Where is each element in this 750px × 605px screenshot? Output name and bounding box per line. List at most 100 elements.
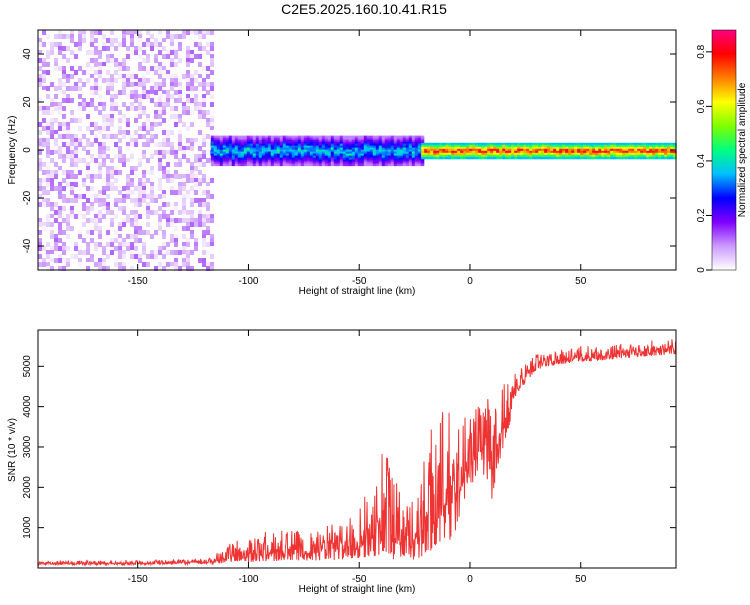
heatmap-cell-signal (387, 141, 392, 145)
heatmap-cell-signal (282, 139, 287, 143)
heatmap-cell-noise (158, 218, 162, 223)
heatmap-cell-signal (655, 154, 659, 158)
heatmap-cell-noise (166, 242, 170, 247)
heatmap-cell-noise (146, 42, 150, 47)
heatmap-cell-signal (390, 141, 395, 145)
heatmap-cell-signal (399, 139, 404, 143)
heatmap-cell-signal (640, 142, 644, 146)
heatmap-cell-signal (637, 154, 641, 158)
heatmap-cell-signal (357, 159, 362, 163)
heatmap-cell-noise (126, 178, 130, 183)
heatmap-cell-noise (38, 54, 42, 59)
heatmap-cell-noise (170, 142, 174, 147)
heatmap-x-axis-label: Height of straight line (km) (299, 286, 416, 297)
heatmap-cell-noise (38, 246, 42, 251)
heatmap-cell-signal (670, 156, 674, 160)
heatmap-cell-noise (150, 78, 154, 83)
heatmap-cell-signal (541, 144, 545, 148)
heatmap-cell-signal (273, 141, 278, 145)
heatmap-cell-signal (487, 152, 491, 156)
heatmap-cell-noise (102, 134, 106, 139)
heatmap-cell-noise (86, 110, 90, 115)
heatmap-cell-signal (405, 157, 410, 161)
heatmap-cell-noise (198, 78, 202, 83)
heatmap-cell-signal (442, 150, 446, 154)
heatmap-cell-noise (190, 54, 194, 59)
heatmap-cell-signal (417, 149, 422, 153)
heatmap-cell-noise (98, 234, 102, 239)
heatmap-cell-noise (106, 186, 110, 191)
heatmap-cell-signal (327, 149, 332, 153)
heatmap-cell-noise (186, 86, 190, 91)
heatmap-cell-signal (282, 153, 287, 157)
heatmap-cell-signal (246, 153, 251, 157)
heatmap-cell-noise (54, 234, 58, 239)
heatmap-cell-signal (297, 159, 302, 163)
heatmap-cell-noise (142, 154, 146, 159)
heatmap-cell-noise (98, 218, 102, 223)
heatmap-cell-noise (54, 118, 58, 123)
heatmap-cell-noise (166, 70, 170, 75)
heatmap-cell-noise (118, 250, 122, 255)
heatmap-cell-noise (146, 222, 150, 227)
heatmap-cell-signal (303, 157, 308, 161)
heatmap-cell-signal (399, 137, 404, 141)
heatmap-cell-noise (126, 186, 130, 191)
heatmap-cell-noise (50, 222, 54, 227)
heatmap-cell-noise (130, 190, 134, 195)
heatmap-cell-noise (122, 194, 126, 199)
heatmap-cell-signal (354, 139, 359, 143)
heatmap-cell-noise (150, 126, 154, 131)
heatmap-cell-noise (146, 86, 150, 91)
heatmap-cell-noise (154, 210, 158, 215)
heatmap-cell-noise (54, 142, 58, 147)
heatmap-cell-signal (324, 153, 329, 157)
heatmap-cell-signal (411, 153, 416, 157)
heatmap-cell-noise (142, 178, 146, 183)
heatmap-cell-signal (532, 144, 536, 148)
heatmap-cell-signal (514, 148, 518, 152)
heatmap-cell-signal (228, 147, 233, 151)
heatmap-cell-noise (138, 190, 142, 195)
heatmap-cell-signal (276, 135, 281, 139)
heatmap-cell-signal (460, 156, 464, 160)
heatmap-cell-noise (178, 138, 182, 143)
heatmap-cell-signal (622, 156, 626, 160)
heatmap-cell-noise (82, 38, 86, 43)
heatmap-cell-signal (508, 148, 512, 152)
heatmap-cell-signal (288, 155, 293, 159)
heatmap-cell-signal (502, 148, 506, 152)
heatmap-cell-noise (90, 74, 94, 79)
heatmap-cell-signal (414, 141, 419, 145)
heatmap-cell-noise (206, 66, 210, 71)
heatmap-cell-signal (544, 152, 548, 156)
heatmap-cell-signal (306, 135, 311, 139)
heatmap-cell-signal (339, 153, 344, 157)
heatmap-cell-signal (375, 161, 380, 165)
heatmap-cell-signal (574, 154, 578, 158)
heatmap-cell-noise (106, 46, 110, 51)
heatmap-cell-signal (237, 139, 242, 143)
heatmap-cell-signal (240, 157, 245, 161)
heatmap-cell-signal (439, 148, 443, 152)
heatmap-cell-signal (658, 154, 662, 158)
heatmap-cell-noise (158, 114, 162, 119)
heatmap-cell-noise (170, 58, 174, 63)
heatmap-cell-signal (267, 155, 272, 159)
heatmap-cell-signal (246, 151, 251, 155)
heatmap-cell-signal (363, 153, 368, 157)
heatmap-cell-noise (38, 238, 42, 243)
heatmap-cell-signal (538, 154, 542, 158)
heatmap-cell-signal (321, 143, 326, 147)
heatmap-cell-signal (433, 156, 437, 160)
heatmap-cell-signal (276, 155, 281, 159)
heatmap-cell-noise (198, 146, 202, 151)
heatmap-cell-signal (427, 156, 431, 160)
heatmap-cell-signal (384, 155, 389, 159)
heatmap-cell-signal (333, 155, 338, 159)
heatmap-cell-signal (330, 161, 335, 165)
heatmap-cell-noise (86, 102, 90, 107)
heatmap-cell-signal (619, 148, 623, 152)
heatmap-cell-noise (202, 198, 206, 203)
heatmap-cell-noise (186, 94, 190, 99)
